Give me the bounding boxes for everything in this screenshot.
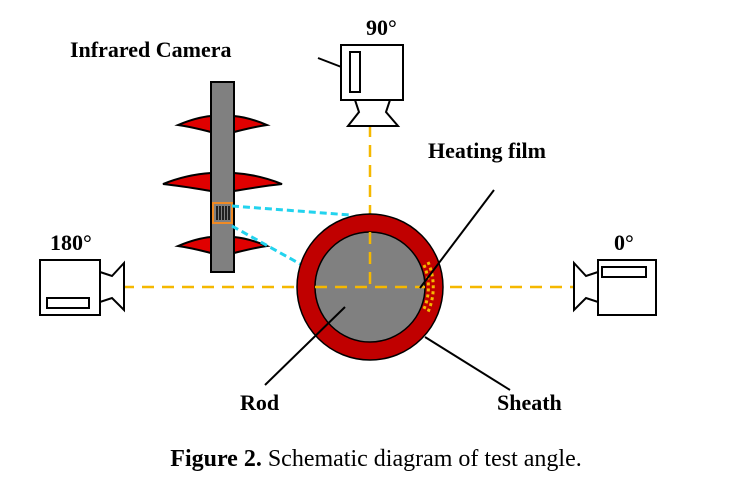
camera-0-icon <box>573 259 657 316</box>
label-sheath: Sheath <box>497 390 562 415</box>
shed-3 <box>174 235 212 255</box>
label-angle-90: 90° <box>366 15 397 40</box>
label-angle-0: 0° <box>614 230 634 255</box>
rod-cross-section <box>296 213 444 361</box>
shed-1-right <box>233 114 271 134</box>
label-angle-180: 180° <box>50 230 92 255</box>
shed-1 <box>174 114 212 134</box>
insulator-core <box>210 81 235 273</box>
insulator <box>162 81 351 273</box>
label-infrared-camera: Infrared Camera <box>70 37 232 62</box>
label-heating-film: Heating film <box>428 138 546 163</box>
shed-2-right <box>233 171 283 193</box>
camera-90-icon <box>317 44 404 127</box>
sheath-leader <box>424 336 511 391</box>
test-angle-diagram: Infrared Camera 90° Heating film 180° 0°… <box>39 15 657 415</box>
heating-film <box>422 261 435 313</box>
camera-180-icon <box>39 259 125 316</box>
rod-leader <box>264 306 346 386</box>
leader-lines <box>264 189 511 391</box>
label-rod: Rod <box>240 390 279 415</box>
insulator-sheds <box>162 114 283 255</box>
ir-view-window <box>212 202 233 224</box>
ir-view-lines <box>231 204 351 267</box>
shed-3-right <box>233 235 271 255</box>
shed-2 <box>162 171 212 193</box>
caption-prefix: Figure 2. <box>170 446 262 472</box>
figure-caption: Figure 2. Schematic diagram of test angl… <box>0 446 752 473</box>
caption-text: Schematic diagram of test angle. <box>261 446 582 472</box>
heating-film-leader <box>419 189 495 289</box>
rod <box>314 231 426 343</box>
